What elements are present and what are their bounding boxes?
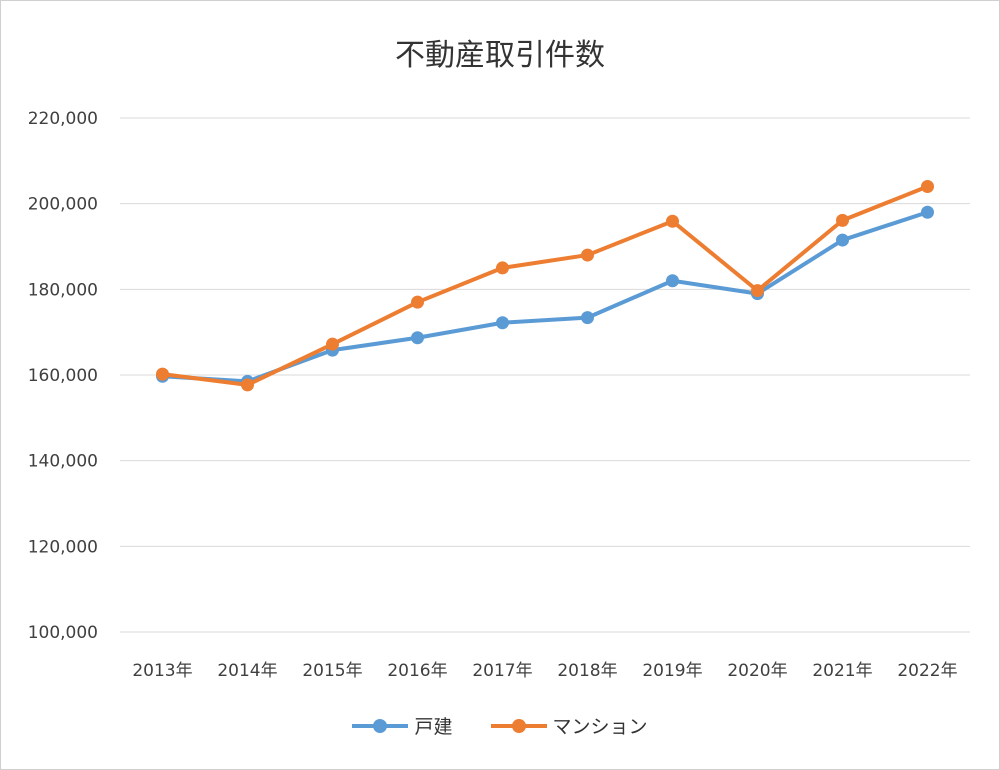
series-1-point	[411, 295, 424, 309]
x-tick-label: 2018年	[557, 661, 617, 681]
y-tick-label: 120,000	[28, 537, 98, 557]
x-tick-label: 2022年	[897, 661, 957, 681]
series-1-point	[666, 214, 679, 228]
series-0-point	[666, 274, 679, 288]
series-1-point	[836, 213, 849, 227]
series-0-point	[921, 205, 934, 219]
y-tick-label: 100,000	[28, 623, 98, 643]
series-line-0	[160, 210, 930, 384]
legend-label-0: 戸建	[414, 716, 453, 738]
x-tick-label: 2014年	[217, 661, 277, 681]
series-1-point	[156, 367, 169, 381]
legend-label-1: マンション	[552, 716, 648, 738]
x-tick-label: 2020年	[727, 661, 787, 681]
series-0-point	[496, 316, 509, 330]
y-tick-label: 140,000	[28, 452, 98, 472]
x-tick-label: 2019年	[642, 661, 702, 681]
series-1-point	[921, 180, 934, 194]
series-1-point	[241, 378, 254, 392]
series-1-point	[581, 248, 594, 262]
x-tick-label: 2015年	[302, 661, 362, 681]
legend-swatch-1	[490, 716, 547, 736]
x-tick-label: 2016年	[387, 661, 447, 681]
legend-item-0: 戸建	[352, 712, 453, 739]
x-tick-label: 2021年	[812, 661, 872, 681]
y-tick-label: 220,000	[28, 109, 98, 129]
series-0-point	[836, 233, 849, 247]
legend-item-1: マンション	[490, 712, 648, 739]
chart-title: 不動産取引件数	[395, 38, 605, 73]
series-1-point	[496, 261, 509, 275]
legend-swatch-0	[352, 716, 409, 736]
y-tick-label: 180,000	[28, 280, 98, 300]
series-1-point	[326, 337, 339, 351]
y-tick-label: 200,000	[28, 195, 98, 215]
x-tick-label: 2017年	[472, 661, 532, 681]
y-tick-label: 160,000	[28, 366, 98, 386]
series-0-point	[411, 331, 424, 345]
x-tick-label: 2013年	[132, 661, 192, 681]
series-line-1	[160, 184, 930, 387]
series-0-point	[581, 311, 594, 325]
legend: 戸建 マンション	[0, 712, 1000, 739]
series-1-point	[751, 284, 764, 298]
